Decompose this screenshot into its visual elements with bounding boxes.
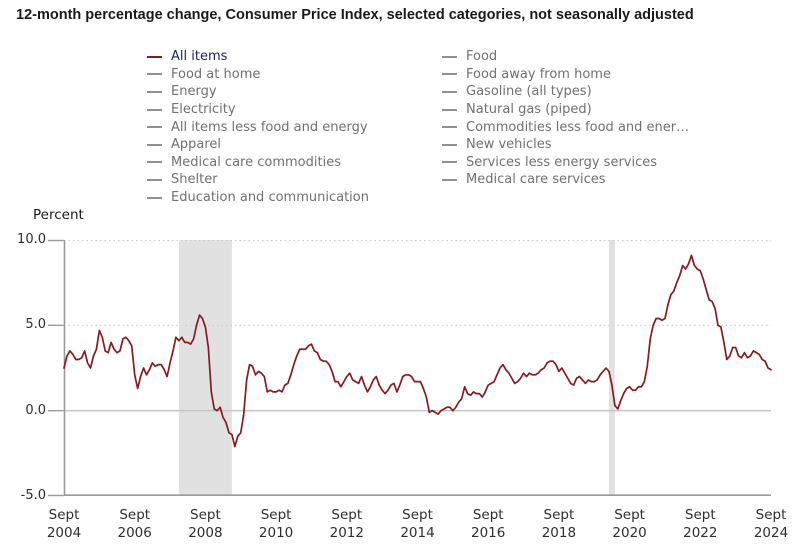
x-tick-label: Sept 2010	[241, 506, 311, 542]
x-tick-label: Sept 2006	[100, 506, 170, 542]
x-tick-label: Sept 2008	[170, 506, 240, 542]
legend-item-electricity[interactable]: Electricity	[147, 101, 369, 119]
y-axis-title: Percent	[33, 207, 84, 223]
y-tick-label: -5.0	[20, 488, 46, 503]
x-tick-year: 2024	[753, 525, 789, 541]
chart-canvas[interactable]	[48, 239, 772, 497]
y-tick-label: 5.0	[25, 317, 46, 333]
legend-line-swatch	[442, 90, 457, 93]
x-tick-year: 2008	[188, 525, 223, 541]
x-tick-month: Sept	[684, 507, 716, 523]
legend-item-label: Electricity	[171, 102, 236, 118]
legend-item-food-away-from-home[interactable]: Food away from home	[442, 66, 689, 84]
legend-line-swatch	[147, 108, 162, 111]
legend-line-swatch	[147, 143, 162, 146]
legend-item-label: Gasoline (all types)	[466, 84, 592, 100]
legend-item-label: Commodities less food and ener…	[466, 119, 690, 135]
legend-item-label: Medical care services	[466, 172, 606, 188]
x-tick-label: Sept 2014	[383, 506, 453, 542]
legend-item-medical-care-commodities[interactable]: Medical care commodities	[147, 154, 369, 172]
legend-item-services-less-energy-services[interactable]: Services less energy services	[442, 154, 689, 172]
legend-line-swatch	[147, 196, 162, 199]
legend-line-swatch	[442, 143, 457, 146]
legend-item-new-vehicles[interactable]: New vehicles	[442, 136, 689, 154]
x-axis-tick-labels: Sept 2004 Sept 2006 Sept 2008 Sept 2010 Sept 2012…	[47, 506, 788, 546]
x-tick-month: Sept	[190, 507, 221, 523]
x-tick-year: 2004	[46, 525, 82, 541]
legend-item-energy[interactable]: Energy	[147, 83, 369, 101]
legend-item-medical-care-services[interactable]: Medical care services	[442, 171, 689, 189]
x-tick-month: Sept	[755, 507, 787, 523]
legend-item-label: Food away from home	[466, 66, 611, 82]
recession-band	[178, 240, 232, 496]
x-tick-month: Sept	[402, 507, 433, 523]
y-axis-tick-labels: 10.0 5.0 0.0 -5.0	[0, 232, 46, 503]
x-tick-month: Sept	[543, 507, 575, 523]
x-tick-label: Sept 2020	[595, 506, 665, 542]
legend-item-label: New vehicles	[466, 137, 552, 153]
legend-line-swatch	[147, 161, 162, 164]
x-tick-year: 2010	[258, 525, 294, 541]
x-tick-year: 2020	[612, 525, 647, 541]
x-tick-label: Sept 2016	[453, 506, 523, 542]
x-tick-label: Sept 2022	[665, 506, 735, 542]
legend-item-shelter[interactable]: Shelter	[147, 171, 369, 189]
legend-line-swatch	[442, 73, 457, 76]
legend-line-swatch	[147, 126, 162, 129]
legend-item-education-and-communication[interactable]: Education and communication	[147, 189, 369, 207]
legend-line-swatch	[442, 126, 457, 129]
x-tick-month: Sept	[614, 507, 645, 523]
x-tick-year: 2014	[400, 525, 435, 541]
legend-item-commodities-less-food-and-ener[interactable]: Commodities less food and ener…	[442, 118, 689, 136]
x-tick-year: 2022	[683, 525, 718, 541]
legend-item-label: Medical care commodities	[171, 154, 341, 170]
legend-item-label: Food	[466, 49, 498, 65]
legend-item-food[interactable]: Food	[442, 48, 689, 66]
x-tick-year: 2006	[117, 525, 152, 541]
x-tick-label: Sept 2018	[524, 506, 594, 542]
recession-band	[609, 240, 615, 496]
legend-line-swatch	[442, 55, 457, 58]
x-tick-label: Sept 2012	[312, 506, 382, 542]
legend-column-2: Food Food away from home Gasoline (all typ…	[442, 48, 689, 189]
legend-item-label: Apparel	[171, 137, 222, 153]
legend-line-swatch	[147, 178, 162, 181]
x-tick-month: Sept	[119, 507, 151, 523]
legend-line-swatch	[147, 73, 162, 76]
x-tick-year: 2016	[471, 525, 506, 541]
x-tick-year: 2018	[541, 525, 577, 541]
all-items-series-line	[63, 254, 772, 448]
legend-column-1: All items Food at home Energy Electricity Al…	[147, 48, 369, 206]
x-tick-month: Sept	[331, 507, 363, 523]
legend-item-gasoline-all-types[interactable]: Gasoline (all types)	[442, 83, 689, 101]
legend-item-label: Food at home	[171, 66, 261, 82]
legend-item-food-at-home[interactable]: Food at home	[147, 66, 369, 84]
legend-line-swatch	[442, 178, 457, 181]
legend-line-swatch	[442, 161, 457, 164]
legend-item-label: All items less food and energy	[171, 119, 368, 135]
x-tick-month: Sept	[260, 507, 292, 523]
legend-item-label: Shelter	[171, 172, 218, 188]
legend-item-all-items-less-food-and-energy[interactable]: All items less food and energy	[147, 118, 369, 136]
chart-title: 12-month percentage change, Consumer Pri…	[16, 7, 694, 23]
x-tick-label: Sept 2024	[736, 506, 800, 542]
legend-item-natural-gas-piped[interactable]: Natural gas (piped)	[442, 101, 689, 119]
x-tick-month: Sept	[472, 507, 504, 523]
legend-item-label: All items	[171, 49, 228, 65]
legend-item-label: Natural gas (piped)	[466, 102, 592, 118]
legend-item-apparel[interactable]: Apparel	[147, 136, 369, 154]
legend-item-label: Energy	[171, 84, 217, 100]
x-tick-label: Sept 2004	[29, 506, 99, 542]
y-tick-label: 10.0	[17, 232, 46, 247]
y-tick-label: 0.0	[25, 402, 46, 418]
legend-line-swatch	[147, 55, 162, 58]
legend-line-swatch	[147, 90, 162, 93]
legend-item-label: Education and communication	[171, 190, 369, 206]
legend-item-all-items[interactable]: All items	[147, 48, 369, 66]
legend-line-swatch	[442, 108, 457, 111]
x-tick-year: 2012	[329, 525, 364, 541]
legend-item-label: Services less energy services	[466, 154, 658, 170]
x-tick-month: Sept	[48, 507, 80, 523]
